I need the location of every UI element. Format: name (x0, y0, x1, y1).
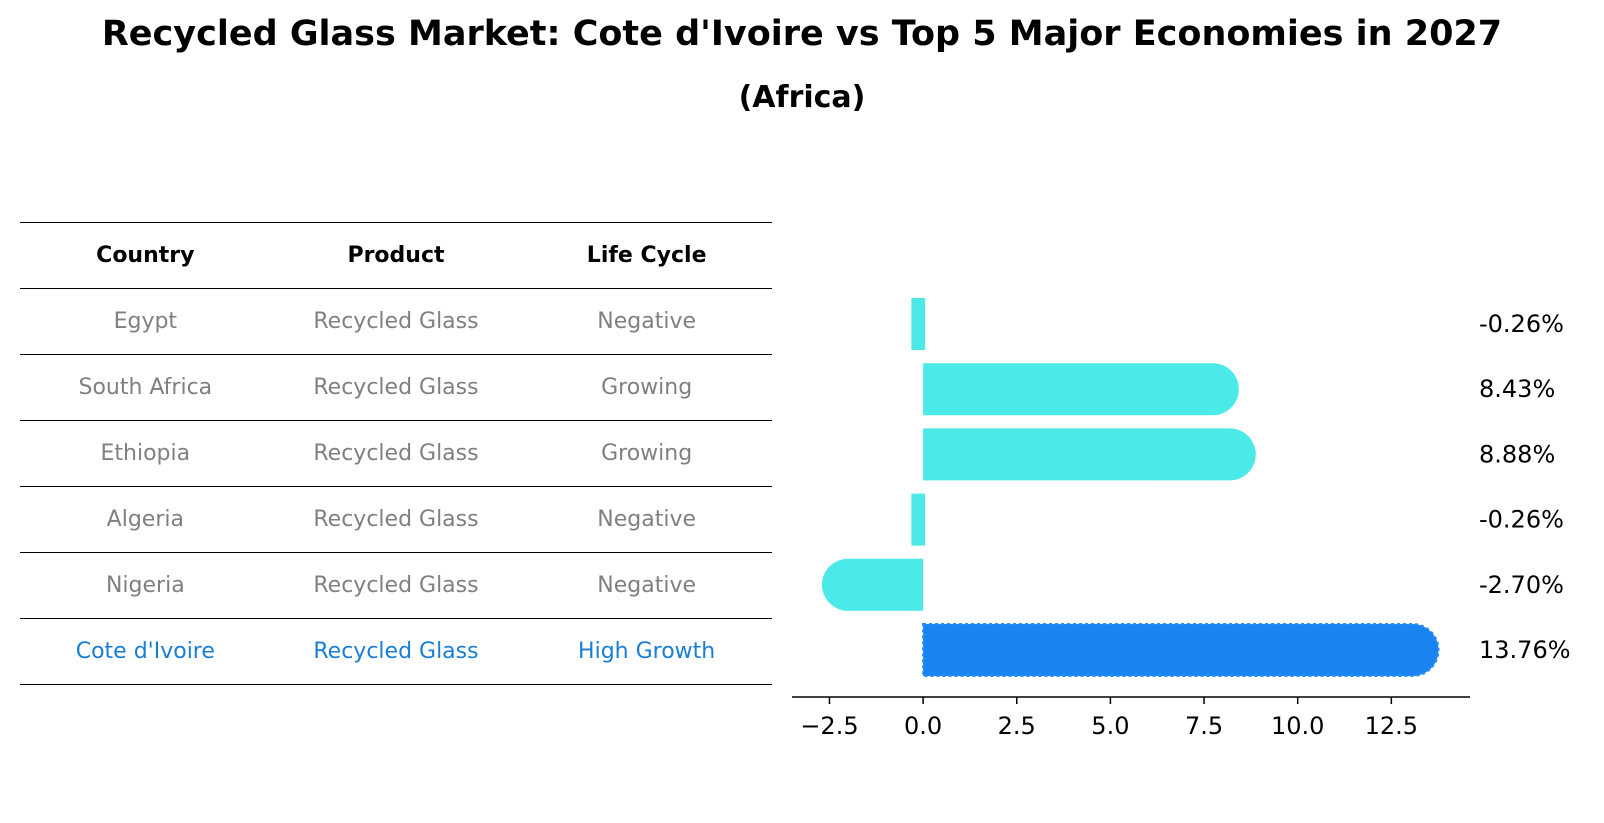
cell-country: Algeria (20, 486, 271, 553)
x-tick-label: −2.5 (800, 712, 858, 740)
table-row: Algeria Recycled Glass Negative (20, 486, 772, 553)
country-table: Country Product Life Cycle Egypt Recycle… (20, 222, 772, 685)
cell-product: Recycled Glass (270, 486, 522, 553)
cell-product: Recycled Glass (270, 288, 522, 355)
bar-south-africa (923, 363, 1239, 416)
cell-life-cycle: Negative (521, 552, 772, 619)
x-tick-label: 0.0 (904, 712, 942, 740)
cell-product: Recycled Glass (270, 420, 522, 487)
cell-life-cycle: High Growth (521, 618, 772, 685)
x-tick-label: 12.5 (1365, 712, 1418, 740)
cell-country: Nigeria (20, 552, 271, 619)
bar-value-label: -0.26% (1479, 506, 1564, 534)
cell-product: Recycled Glass (270, 618, 522, 685)
cell-life-cycle: Negative (521, 486, 772, 553)
bar-egypt (911, 298, 926, 350)
x-tick-label: 5.0 (1091, 712, 1129, 740)
cell-country: Cote d'Ivoire (20, 618, 271, 685)
cell-life-cycle: Negative (521, 288, 772, 355)
bar-value-label: 8.88% (1479, 440, 1555, 468)
x-tick-label: 2.5 (998, 712, 1036, 740)
bar-value-label: 13.76% (1479, 636, 1571, 664)
header-life-cycle: Life Cycle (521, 222, 772, 289)
bar-value-label: -2.70% (1479, 571, 1564, 599)
x-tick-label: 7.5 (1185, 712, 1223, 740)
cell-product: Recycled Glass (270, 354, 522, 421)
table-row: South Africa Recycled Glass Growing (20, 354, 772, 421)
bar-ethiopia (923, 428, 1256, 481)
chart-title: Recycled Glass Market: Cote d'Ivoire vs … (101, 14, 1503, 54)
bar-algeria (911, 493, 926, 546)
header-product: Product (270, 222, 522, 289)
cell-country: Ethiopia (20, 420, 271, 487)
cell-life-cycle: Growing (521, 420, 772, 487)
bar-cote-d-ivoire (922, 623, 1440, 677)
table-row: Egypt Recycled Glass Negative (20, 288, 772, 355)
bar-value-label: -0.26% (1479, 310, 1564, 338)
cell-product: Recycled Glass (270, 552, 522, 619)
table-row: Nigeria Recycled Glass Negative (20, 552, 772, 619)
header-country: Country (20, 222, 271, 289)
cell-life-cycle: Growing (521, 354, 772, 421)
table-header-row: Country Product Life Cycle (20, 222, 772, 289)
bar-nigeria (821, 558, 924, 611)
chart-subtitle: (Africa) (738, 80, 866, 115)
bar-value-label: 8.43% (1479, 375, 1555, 403)
x-tick-label: 10.0 (1271, 712, 1324, 740)
table-row: Ethiopia Recycled Glass Growing (20, 420, 772, 487)
table-row-highlighted: Cote d'Ivoire Recycled Glass High Growth (20, 618, 772, 685)
cell-country: South Africa (20, 354, 271, 421)
cell-country: Egypt (20, 288, 271, 355)
